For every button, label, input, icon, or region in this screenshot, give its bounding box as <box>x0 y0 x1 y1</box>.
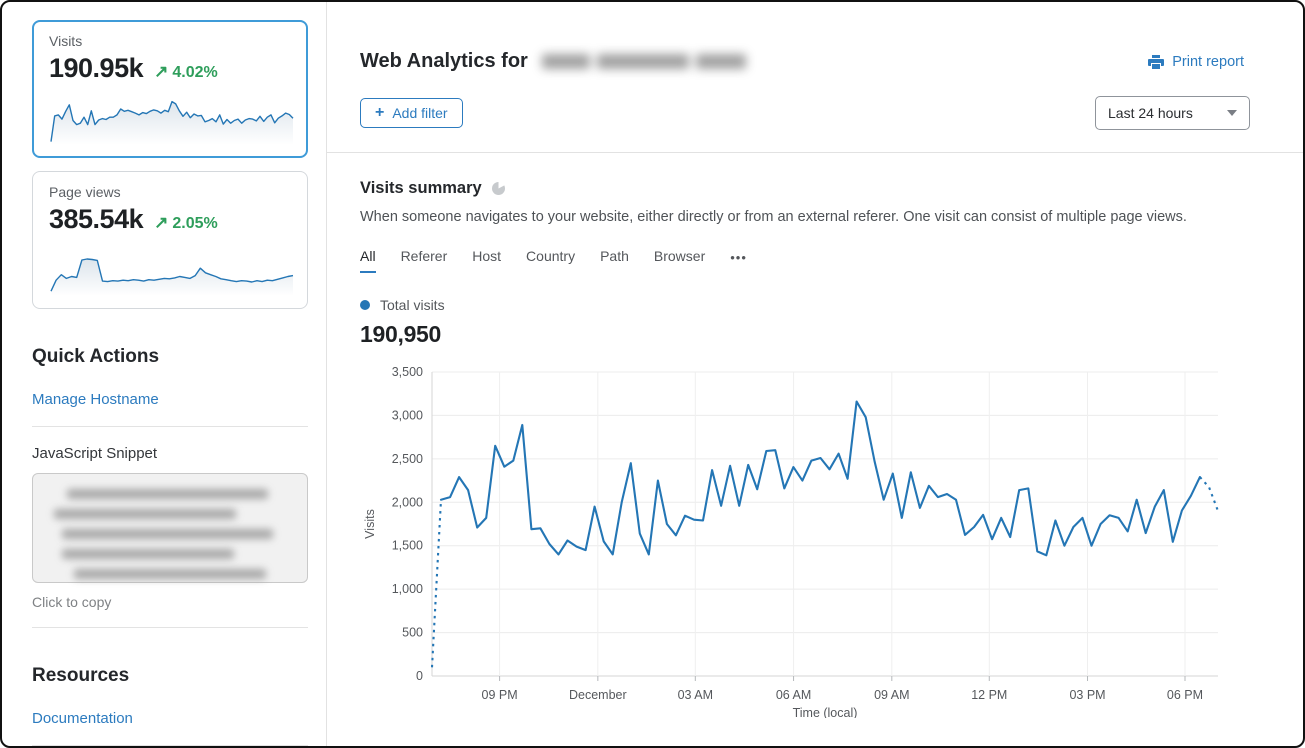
visits-sparkline <box>50 100 294 145</box>
print-report-button[interactable]: Print report <box>1142 53 1250 71</box>
summary-tabs: All Referer Host Country Path Browser ••… <box>360 248 1250 273</box>
metric-label: Page views <box>49 184 121 200</box>
svg-text:1,000: 1,000 <box>392 582 423 596</box>
manage-hostname-link[interactable]: Manage Hostname <box>32 391 159 408</box>
quick-actions-title: Quick Actions <box>32 346 160 367</box>
svg-text:500: 500 <box>402 626 423 640</box>
tab-path[interactable]: Path <box>600 248 629 264</box>
svg-text:12 PM: 12 PM <box>971 688 1007 702</box>
divider <box>32 627 308 628</box>
time-range-select[interactable]: Last 24 hours <box>1095 96 1250 130</box>
svg-text:1,500: 1,500 <box>392 539 423 553</box>
documentation-link[interactable]: Documentation <box>32 710 133 727</box>
tab-all[interactable]: All <box>360 248 376 273</box>
svg-text:Visits: Visits <box>363 509 377 539</box>
javascript-snippet-box[interactable] <box>32 473 308 583</box>
svg-text:06 PM: 06 PM <box>1167 688 1203 702</box>
divider <box>327 152 1303 153</box>
svg-text:3,500: 3,500 <box>392 365 423 379</box>
legend-dot <box>360 300 370 310</box>
delta-percent: 2.05% <box>172 215 218 232</box>
tab-referer[interactable]: Referer <box>400 248 448 264</box>
divider <box>32 426 308 427</box>
page-title: Web Analytics for <box>360 50 528 72</box>
main-header: Web Analytics for Print report + <box>327 2 1303 152</box>
summary-info-icon <box>491 181 505 195</box>
svg-text:09 PM: 09 PM <box>482 688 518 702</box>
blurred-code-line <box>74 569 266 579</box>
blurred-domain <box>541 54 746 69</box>
sidebar: Visits 190.95k ↗ 4.02% Page views 385.54… <box>2 2 327 746</box>
javascript-snippet-label: JavaScript Snippet <box>32 445 158 462</box>
metric-value: 385.54k <box>49 204 144 234</box>
svg-text:3,000: 3,000 <box>392 408 423 422</box>
print-report-label: Print report <box>1172 53 1244 70</box>
pageviews-sparkline <box>50 258 294 296</box>
visits-summary-section: Visits summary When someone navigates to… <box>327 153 1303 718</box>
svg-text:December: December <box>569 688 627 702</box>
tab-host[interactable]: Host <box>472 248 502 264</box>
metric-value: 190.95k <box>49 53 144 83</box>
blurred-code-line <box>66 489 269 499</box>
legend-label: Total visits <box>380 297 445 313</box>
add-filter-label: Add filter <box>392 105 448 121</box>
metric-label: Visits <box>49 33 83 49</box>
svg-text:Time (local): Time (local) <box>793 706 858 718</box>
tab-country[interactable]: Country <box>526 248 576 264</box>
blurred-code-line <box>61 529 274 539</box>
metric-delta: ↗ 2.05% <box>154 213 218 233</box>
svg-text:0: 0 <box>416 669 423 683</box>
pageviews-metric-card[interactable]: Page views 385.54k ↗ 2.05% <box>32 171 308 309</box>
metric-delta: ↗ 4.02% <box>154 62 218 82</box>
blurred-code-line <box>54 509 237 519</box>
chevron-down-icon <box>1227 110 1237 116</box>
trend-up-icon: ↗ <box>154 62 169 81</box>
printer-icon <box>1148 54 1165 69</box>
plus-icon: + <box>375 104 385 121</box>
click-to-copy-hint: Click to copy <box>32 594 112 610</box>
delta-percent: 4.02% <box>172 64 218 81</box>
divider <box>32 745 308 746</box>
tab-browser[interactable]: Browser <box>653 248 706 264</box>
main-content: Web Analytics for Print report + <box>327 2 1303 746</box>
blurred-code-line <box>61 549 234 559</box>
chart-legend: Total visits <box>360 297 1250 313</box>
resources-title: Resources <box>32 665 130 686</box>
svg-text:03 AM: 03 AM <box>678 688 713 702</box>
visits-metric-card[interactable]: Visits 190.95k ↗ 4.02% <box>32 20 308 158</box>
total-visits-value: 190,950 <box>360 321 442 347</box>
svg-text:2,500: 2,500 <box>392 452 423 466</box>
add-filter-button[interactable]: + Add filter <box>360 98 463 128</box>
svg-text:2,000: 2,000 <box>392 495 423 509</box>
visits-summary-title: Visits summary <box>360 179 482 197</box>
svg-text:06 AM: 06 AM <box>776 688 811 702</box>
summary-description: When someone navigates to your website, … <box>360 209 1187 225</box>
svg-text:09 AM: 09 AM <box>874 688 909 702</box>
trend-up-icon: ↗ <box>154 213 169 232</box>
svg-text:03 PM: 03 PM <box>1069 688 1105 702</box>
visits-line-chart: 0 500 1,000 1,500 2,000 2,500 3,000 3,500 09 PM D… <box>363 365 1219 718</box>
time-range-value: Last 24 hours <box>1108 105 1193 121</box>
more-tabs-button[interactable]: ••• <box>730 249 747 265</box>
